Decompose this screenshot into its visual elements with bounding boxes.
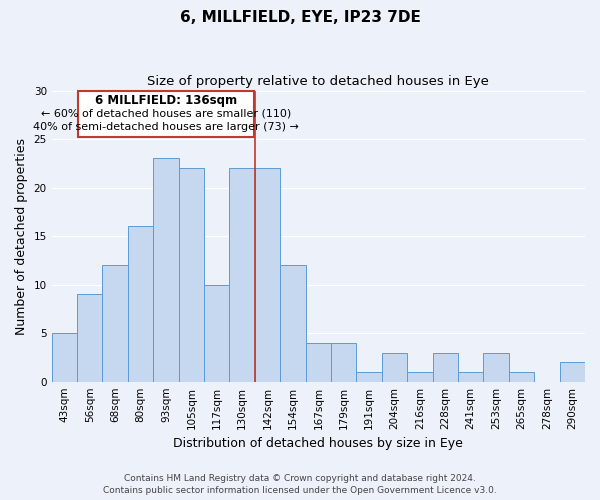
Bar	[77, 294, 103, 382]
Text: 6, MILLFIELD, EYE, IP23 7DE: 6, MILLFIELD, EYE, IP23 7DE	[179, 10, 421, 25]
Bar	[407, 372, 433, 382]
Text: Contains HM Land Registry data © Crown copyright and database right 2024.
Contai: Contains HM Land Registry data © Crown c…	[103, 474, 497, 495]
Bar	[229, 168, 255, 382]
Text: 40% of semi-detached houses are larger (73) →: 40% of semi-detached houses are larger (…	[33, 122, 299, 132]
Bar	[509, 372, 534, 382]
Text: ← 60% of detached houses are smaller (110): ← 60% of detached houses are smaller (11…	[41, 109, 291, 119]
Bar	[356, 372, 382, 382]
Bar	[382, 352, 407, 382]
Bar	[255, 168, 280, 382]
Bar	[305, 343, 331, 382]
Bar	[484, 352, 509, 382]
Text: 6 MILLFIELD: 136sqm: 6 MILLFIELD: 136sqm	[95, 94, 237, 108]
Bar	[128, 226, 153, 382]
Bar	[280, 265, 305, 382]
X-axis label: Distribution of detached houses by size in Eye: Distribution of detached houses by size …	[173, 437, 463, 450]
Bar	[52, 333, 77, 382]
Bar	[560, 362, 585, 382]
Bar	[433, 352, 458, 382]
Title: Size of property relative to detached houses in Eye: Size of property relative to detached ho…	[148, 75, 489, 88]
FancyBboxPatch shape	[79, 90, 254, 137]
Bar	[331, 343, 356, 382]
Bar	[153, 158, 179, 382]
Y-axis label: Number of detached properties: Number of detached properties	[15, 138, 28, 334]
Bar	[204, 284, 229, 382]
Bar	[179, 168, 204, 382]
Bar	[458, 372, 484, 382]
Bar	[103, 265, 128, 382]
